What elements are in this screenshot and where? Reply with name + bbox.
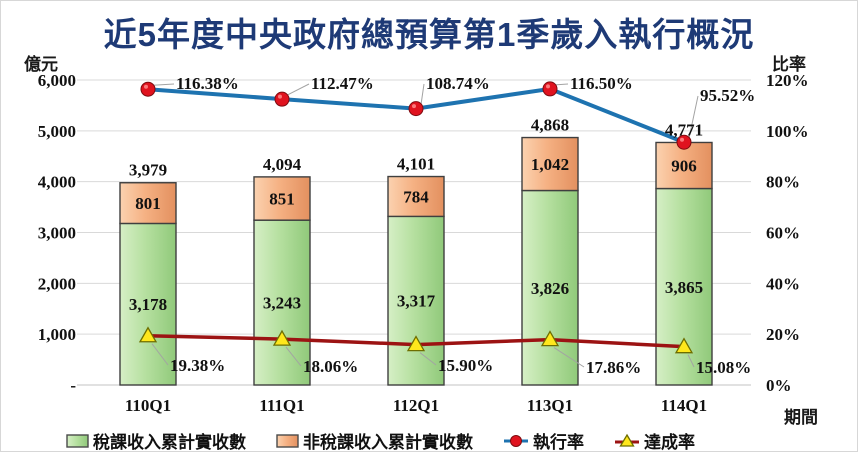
left-axis-tick: - — [70, 376, 76, 395]
chart-title: 近5年度中央政府總預算第1季歲入執行概況 — [103, 16, 755, 53]
right-axis-tick: 20% — [766, 325, 800, 344]
right-axis-tick: 100% — [766, 122, 809, 141]
bar-total-label: 4,101 — [397, 155, 435, 174]
bar-total-label: 4,868 — [531, 116, 569, 135]
tax-revenue-swatch-icon — [66, 433, 89, 448]
bar-tax-value-label: 3,317 — [397, 292, 436, 311]
label-leader-line — [419, 352, 437, 366]
legend-label-execution-rate: 執行率 — [533, 433, 584, 452]
bar-total-label: 4,771 — [665, 120, 703, 139]
bar-nontax-value-label: 906 — [671, 157, 697, 176]
execution-rate-marker — [274, 91, 290, 107]
label-leader-line — [554, 83, 569, 86]
bar-total-label: 4,094 — [263, 155, 302, 174]
execution-rate-label: 95.52% — [700, 86, 755, 105]
achievement-rate-label: 15.90% — [438, 356, 493, 375]
left-axis-tick: 2,000 — [38, 274, 76, 293]
left-axis-tick: 6,000 — [38, 71, 76, 90]
line-series — [138, 81, 699, 368]
label-leader-line — [285, 346, 302, 367]
left-axis-tick: 4,000 — [38, 173, 76, 192]
achievement-rate-label: 19.38% — [170, 356, 225, 375]
label-leader-line — [688, 95, 699, 139]
marker-highlight — [278, 94, 282, 99]
x-axis-tick: 114Q1 — [661, 396, 707, 415]
marker-highlight — [546, 84, 550, 89]
x-axis-tick: 112Q1 — [393, 396, 439, 415]
left-axis-unit-label: 億元 — [24, 55, 58, 74]
execution-rate-marker-icon — [504, 434, 528, 447]
label-leader-line — [687, 354, 695, 368]
legend-label-tax-revenue: 稅課收入累計實收數 — [93, 433, 246, 452]
marker-highlight — [680, 137, 684, 142]
achievement-rate-marker — [406, 335, 426, 352]
bar-nontax-value-label: 801 — [135, 194, 161, 213]
execution-rate-label: 116.50% — [570, 74, 633, 93]
legend-item-achievement-rate: 達成率 — [614, 428, 695, 452]
right-axis-tick: 0% — [766, 376, 792, 395]
right-axis-tick: 40% — [766, 274, 800, 293]
legend-label-achievement-rate: 達成率 — [644, 433, 695, 452]
label-leader-line — [420, 83, 425, 105]
label-leader-line — [152, 83, 175, 86]
marker-highlight — [144, 84, 148, 89]
bar-segment-nontax-revenue — [253, 176, 311, 221]
bar-tax-value-label: 3,178 — [129, 295, 167, 314]
achievement-rate-marker — [138, 326, 158, 343]
left-axis-tick: 1,000 — [38, 325, 76, 344]
legend: 稅課收入累計實收數 非稅課收入累計實收數 執行率 達成率 — [66, 428, 695, 452]
bar-nontax-value-label: 1,042 — [531, 155, 569, 174]
marker-highlight — [412, 104, 416, 109]
legend-item-execution-rate: 執行率 — [503, 428, 584, 452]
right-axis-unit-label: 比率 — [772, 55, 806, 74]
execution-rate-label: 116.38% — [176, 74, 239, 93]
bar-segment-nontax-revenue — [387, 175, 445, 218]
bar-segment-nontax-revenue — [119, 182, 177, 225]
execution-rate-marker — [408, 101, 424, 117]
achievement-rate-marker — [272, 329, 292, 346]
x-axis-tick: 111Q1 — [259, 396, 304, 415]
label-leader-line — [151, 343, 169, 366]
execution-rate-label: 112.47% — [311, 74, 374, 93]
x-axis-tick: 113Q1 — [527, 396, 573, 415]
achievement-rate-label: 15.08% — [696, 358, 751, 377]
x-axis-unit-label: 期間 — [784, 408, 818, 427]
left-axis-tick: 5,000 — [38, 122, 76, 141]
label-leader-line — [553, 347, 585, 368]
right-axis-tick: 80% — [766, 173, 800, 192]
achievement-rate-marker-icon — [615, 433, 639, 447]
bar-tax-value-label: 3,826 — [531, 279, 569, 298]
achievement-rate-marker — [674, 337, 694, 354]
achievement-rate-label: 18.06% — [303, 357, 358, 376]
achievement-rate-marker — [540, 330, 560, 347]
bar-total-label: 3,979 — [129, 161, 167, 180]
bar-tax-value-label: 3,865 — [665, 278, 703, 297]
legend-item-nontax-revenue: 非稅課收入累計實收數 — [276, 428, 473, 452]
bar-segment-tax-revenue — [119, 222, 177, 386]
bar-nontax-value-label: 784 — [403, 187, 429, 206]
bar-segment-nontax-revenue — [521, 136, 579, 192]
right-axis-tick: 120% — [766, 71, 809, 90]
x-axis-tick: 110Q1 — [125, 396, 171, 415]
legend-item-tax-revenue: 稅課收入累計實收數 — [66, 428, 246, 452]
execution-rate-label: 108.74% — [426, 74, 490, 93]
bar-nontax-value-label: 851 — [269, 190, 295, 209]
bar-tax-value-label: 3,243 — [263, 294, 301, 313]
data-labels: 6,000 120% 5,000 100% 4,000 80% 3,000 60% 2,000 4… — [38, 71, 809, 415]
right-axis-tick: 60% — [766, 224, 800, 243]
legend-label-nontax-revenue: 非稅課收入累計實收數 — [303, 433, 473, 452]
bar-segment-nontax-revenue — [655, 141, 713, 190]
bar-series — [119, 136, 713, 386]
execution-rate-marker — [542, 81, 558, 97]
label-leader-line — [286, 83, 310, 96]
left-axis-tick: 3,000 — [38, 224, 76, 243]
bar-segment-tax-revenue — [387, 215, 445, 386]
nontax-revenue-swatch-icon — [276, 433, 299, 448]
achievement-rate-label: 17.86% — [586, 358, 641, 377]
execution-rate-marker — [140, 81, 156, 97]
bar-segment-tax-revenue — [253, 219, 311, 386]
